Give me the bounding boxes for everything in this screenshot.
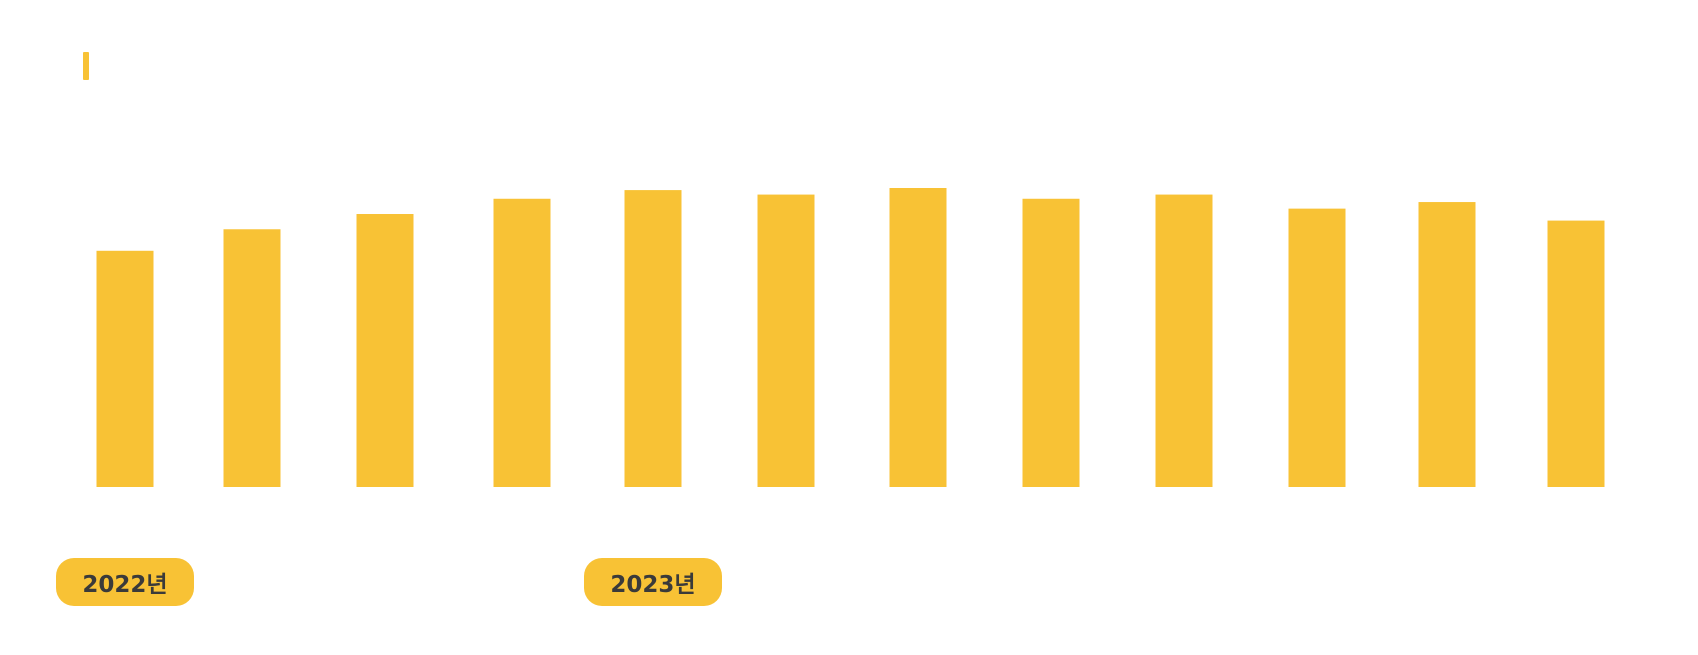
bar-10 (1288, 208, 1346, 488)
bar-6 (757, 194, 815, 487)
bar-1 (96, 250, 154, 487)
bar-4 (493, 198, 551, 488)
bar-5 (624, 190, 682, 487)
bar-8 (1022, 198, 1080, 488)
bar-12 (1547, 220, 1605, 487)
bar-9 (1155, 194, 1213, 487)
year-label-2023: 2023년 (584, 558, 722, 606)
bar-11 (1418, 202, 1476, 488)
bar-7 (889, 188, 947, 487)
year-label-2022: 2022년 (56, 558, 194, 606)
bar-3 (356, 214, 414, 487)
title-accent-marker (83, 52, 89, 80)
bar-2 (223, 229, 281, 487)
